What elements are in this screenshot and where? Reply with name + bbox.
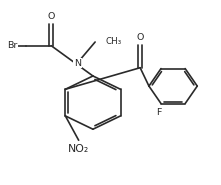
Text: Br: Br (7, 41, 18, 50)
Text: O: O (136, 33, 144, 42)
Text: CH₃: CH₃ (106, 37, 122, 46)
Text: NO₂: NO₂ (68, 144, 89, 154)
Text: F: F (156, 108, 162, 117)
Text: N: N (74, 59, 81, 68)
Text: O: O (48, 12, 55, 21)
